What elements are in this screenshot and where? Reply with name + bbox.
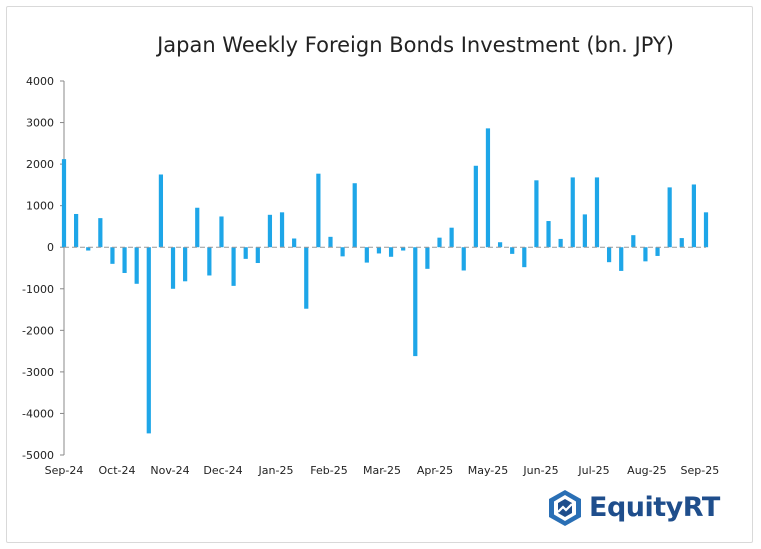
bar: [679, 238, 684, 248]
x-tick-label: Jul-25: [577, 464, 609, 477]
y-tick-label: 3000: [26, 117, 54, 130]
y-tick-label: 4000: [26, 75, 54, 88]
x-tick-label: Nov-24: [150, 464, 189, 477]
y-tick-label: 2000: [26, 158, 54, 171]
x-tick-label: Sep-25: [681, 464, 720, 477]
bar: [534, 180, 539, 248]
bar: [703, 212, 709, 248]
x-axis: Sep-24 Oct-24 Nov-24 Dec-24 Jan-25 Feb-25 Mar-…: [45, 464, 720, 477]
bar: [449, 227, 454, 248]
bar: [473, 165, 478, 248]
bar-series: [61, 128, 709, 434]
x-tick-label: May-25: [468, 464, 509, 477]
bar: [316, 173, 321, 248]
y-tick-label: -1000: [22, 283, 54, 296]
bar: [667, 187, 672, 248]
bar: [691, 184, 696, 248]
bar: [146, 247, 151, 434]
equityrt-shield-icon: [549, 490, 581, 526]
bar: [170, 247, 176, 289]
bar: [655, 247, 660, 256]
bar: [364, 247, 369, 263]
bar: [122, 247, 127, 273]
bar: [183, 247, 188, 282]
bar: [437, 237, 442, 248]
chart-frame: [6, 6, 753, 543]
x-tick-label: Sep-24: [45, 464, 84, 477]
y-tick-label: -2000: [22, 324, 54, 337]
bar: [558, 238, 563, 248]
x-tick-label: Jun-25: [522, 464, 558, 477]
bar: [582, 214, 587, 248]
chart-title: Japan Weekly Foreign Bonds Investment (b…: [157, 33, 674, 57]
y-axis: 4000 3000 2000 1000 0 -1000 -2000 -3000 -4000 -50…: [22, 75, 65, 462]
bar: [631, 235, 636, 248]
bar: [413, 247, 418, 357]
bar: [98, 218, 103, 248]
bar: [522, 247, 527, 268]
y-tick-label: -3000: [22, 366, 54, 379]
bar: [267, 214, 273, 248]
x-tick-label: Jan-25: [258, 464, 294, 477]
bar: [328, 236, 333, 248]
bar: [461, 247, 466, 271]
bar: [110, 247, 115, 264]
y-tick-label: -5000: [22, 449, 54, 462]
bar: [255, 247, 260, 264]
bar: [352, 183, 357, 248]
bar: [231, 247, 236, 286]
bar: [643, 247, 648, 262]
bar: [74, 213, 79, 248]
bar: [207, 247, 212, 276]
bar: [510, 247, 515, 254]
bar: [61, 159, 67, 248]
bar: [304, 247, 309, 309]
bar: [606, 247, 612, 263]
x-tick-label: Feb-25: [310, 464, 347, 477]
bar: [376, 247, 382, 254]
bar: [425, 247, 430, 269]
y-tick-label: -4000: [22, 407, 54, 420]
bar: [497, 242, 503, 248]
y-tick-label: 1000: [26, 200, 54, 213]
x-tick-label: Dec-24: [203, 464, 242, 477]
x-tick-label: Mar-25: [363, 464, 401, 477]
bar: [594, 177, 600, 248]
bar: [195, 207, 200, 248]
y-tick-label: 0: [47, 241, 54, 254]
x-tick-label: Oct-24: [99, 464, 136, 477]
bar: [158, 174, 164, 248]
bar: [279, 212, 285, 248]
bar: [401, 247, 406, 251]
x-tick-label: Apr-25: [417, 464, 453, 477]
bar: [292, 238, 297, 248]
bar: [388, 247, 394, 257]
x-tick-label: Aug-25: [627, 464, 666, 477]
bar: [340, 247, 345, 257]
bar: [243, 247, 248, 259]
bar: [134, 247, 139, 284]
bar: [570, 177, 575, 248]
logo-text: EquityRT: [589, 492, 720, 523]
bar: [546, 221, 551, 248]
bar: [619, 247, 624, 271]
equityrt-logo: EquityRT: [545, 488, 720, 528]
bar: [86, 247, 91, 251]
bar: [219, 216, 224, 248]
bar: [485, 128, 491, 248]
